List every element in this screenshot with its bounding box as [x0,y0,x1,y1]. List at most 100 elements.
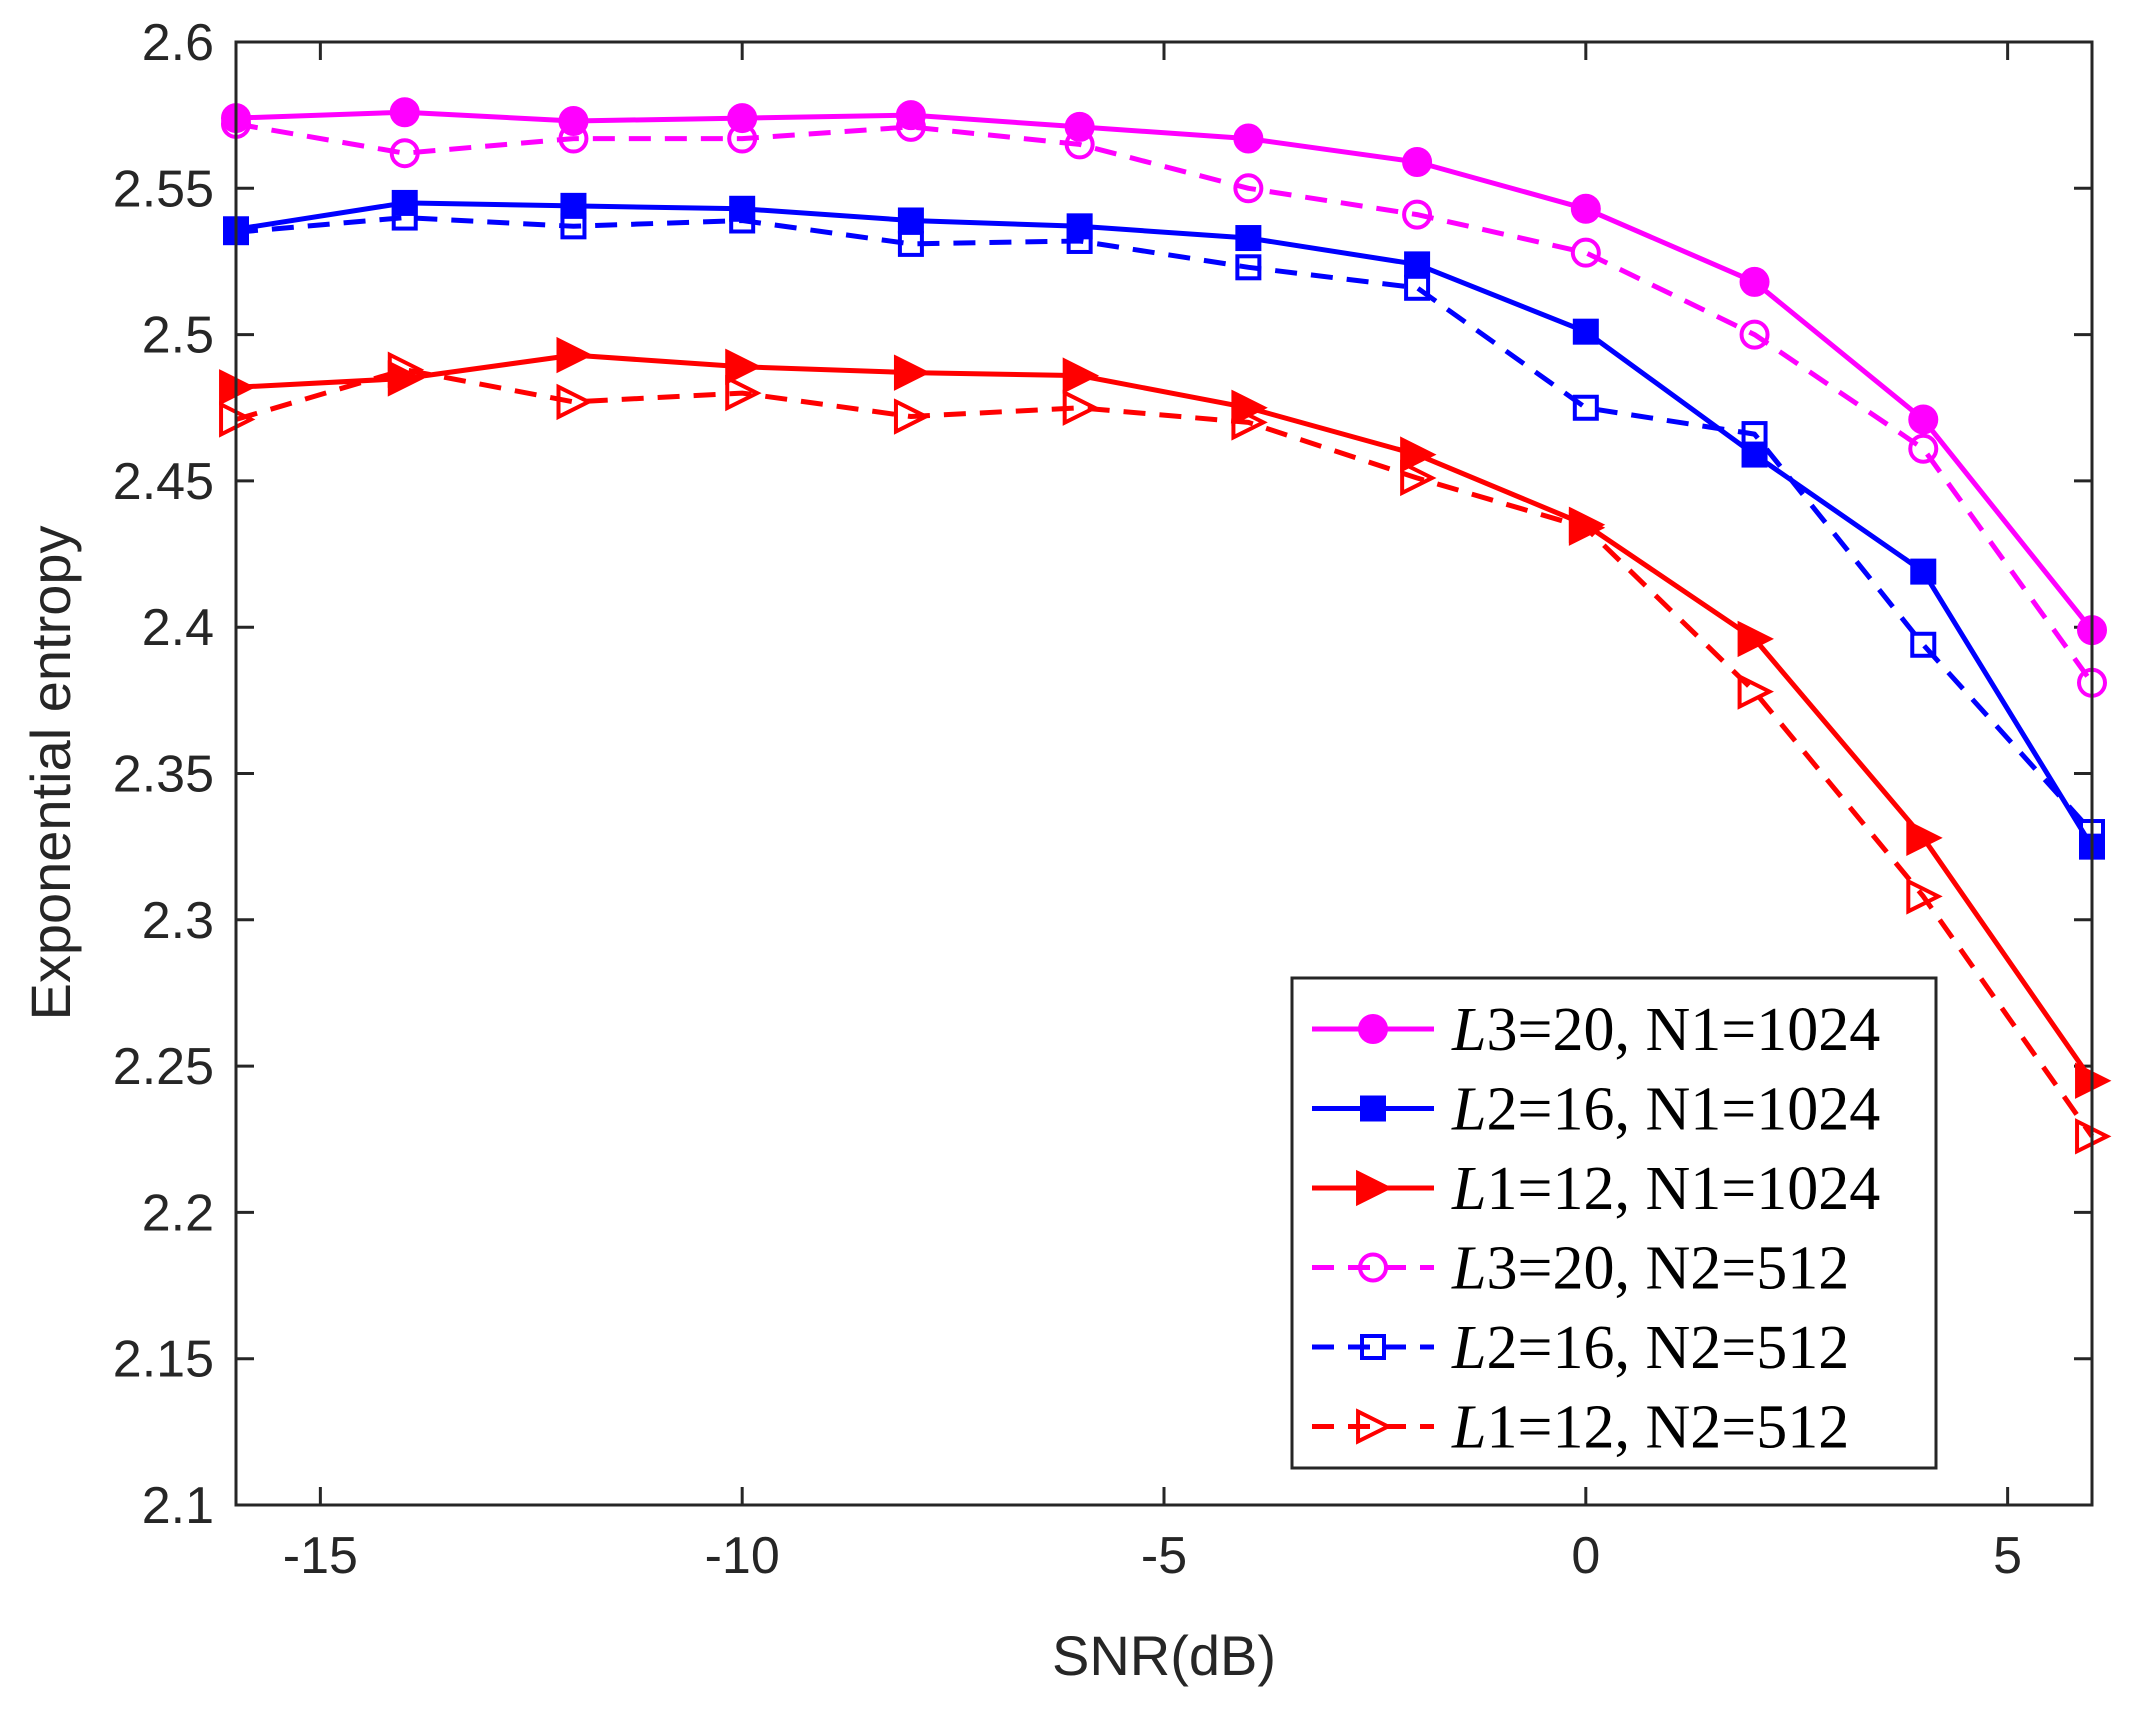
x-axis-title: SNR(dB) [1052,1624,1276,1687]
data-point-marker [1066,227,1093,254]
series-line [235,109,2094,632]
data-point-marker [389,138,420,169]
data-point-marker [1402,199,1433,230]
legend-entry: L2=16, N1=1024 [1312,1076,1880,1144]
legend-box [1290,976,1938,1470]
legend-label: L1=12, N2=512 [1451,1394,1849,1462]
data-point-marker [1400,436,1437,473]
data-point-marker [897,207,924,234]
data-point-marker [1570,237,1601,268]
data-point-marker [387,351,425,388]
data-point-marker [1231,404,1268,441]
data-point-marker [556,336,593,374]
legend-entry: L3=20, N1=1024 [1312,996,1880,1064]
data-point-marker [897,230,924,257]
legend-label: L2=16, N2=512 [1451,1314,1849,1382]
data-point-marker [893,398,931,435]
data-point-marker [1360,1095,1386,1122]
data-point-marker [1360,1334,1386,1360]
y-tick-label: 2.6 [142,14,214,72]
data-point-marker [1066,213,1093,240]
data-point-marker [1233,123,1264,154]
data-point-marker [729,207,756,234]
legend-label: L3=20, N1=1024 [1451,996,1880,1064]
y-axis-title: Exponential entropy [19,525,82,1020]
data-point-marker [1908,404,1939,435]
data-point-marker [1358,1252,1388,1283]
data-point-marker [1572,394,1599,421]
y-tick-label: 2.2 [142,1184,214,1242]
data-point-marker [1737,620,1774,658]
y-tick-label: 2.45 [113,453,214,511]
data-point-marker [1400,459,1437,497]
y-tick-label: 2.5 [142,307,214,365]
y-tick-label: 2.1 [142,1477,214,1535]
y-tick-label: 2.25 [113,1038,214,1096]
legend-entry: L1=12, N1=1024 [1312,1155,1880,1223]
legend: L3=20, N1=1024 L2=16, N1=1024 L1=12, N1=10… [1290,976,1938,1470]
data-point-marker [1570,193,1601,224]
data-point-marker [895,111,926,142]
data-point-marker [1062,357,1100,394]
data-point-marker [1235,225,1262,252]
axis-ticks: -15 -10 -5 0 5 2.1 2.15 2.2 2.25 2.3 2.35 2.4 2.45 2.… [113,14,2092,1585]
y-tick-label: 2.3 [142,892,214,950]
y-tick-label: 2.4 [142,599,214,657]
data-point-marker [727,103,758,134]
series-line [235,200,2095,848]
legend-label: L3=20, N2=512 [1451,1235,1849,1303]
data-point-marker [1235,254,1262,281]
data-point-marker [1404,274,1431,301]
data-point-marker [1906,819,1943,857]
data-point-marker [1910,558,1937,585]
data-point-marker [893,354,931,391]
data-point-marker [1737,673,1774,710]
data-point-marker [558,123,589,154]
data-point-marker [1356,1408,1393,1445]
series-line [235,367,2095,1138]
data-point-marker [1739,319,1770,350]
legend-label: L2=16, N1=1024 [1451,1076,1880,1144]
legend-entry: L2=16, N2=512 [1312,1314,1849,1382]
y-tick-label: 2.15 [113,1331,214,1389]
data-point-marker [1356,1169,1393,1207]
data-point-marker [725,348,762,385]
data-point-marker [1064,129,1095,160]
data-point-marker [1910,631,1937,658]
data-point-marker [725,374,762,412]
y-tick-label: 2.55 [113,160,214,218]
x-tick-label: -5 [1141,1527,1187,1585]
data-point-marker [1908,433,1939,464]
data-point-marker [560,213,587,240]
series-2 [223,189,2105,860]
data-point-marker [1402,146,1433,177]
data-point-marker [1568,509,1606,546]
data-point-marker [389,97,420,128]
data-point-marker [556,383,593,421]
data-point-marker [727,123,758,154]
legend-entry: L3=20, N2=512 [1312,1235,1849,1303]
data-point-marker [391,204,418,231]
data-series [219,97,2112,1155]
data-point-marker [1906,878,1943,915]
data-point-marker [1358,1014,1388,1044]
data-point-marker [1233,173,1264,204]
series-6 [219,351,2112,1155]
y-tick-label: 2.35 [113,746,214,804]
series-line [235,121,2095,685]
x-tick-label: -10 [705,1527,780,1585]
data-point-marker [1741,421,1768,448]
x-tick-label: 0 [1571,1527,1600,1585]
x-tick-label: -15 [283,1527,358,1585]
x-tick-label: 5 [1993,1527,2022,1585]
series-line [235,352,2095,1083]
plot-frame [234,40,2094,1507]
data-point-marker [1404,251,1431,278]
legend-entry: L1=12, N2=512 [1312,1394,1849,1462]
data-point-marker [391,189,418,216]
legend-label: L1=12, N1=1024 [1451,1155,1880,1223]
data-point-marker [1062,389,1100,426]
data-point-marker [1739,266,1770,297]
data-point-marker [1572,318,1599,345]
